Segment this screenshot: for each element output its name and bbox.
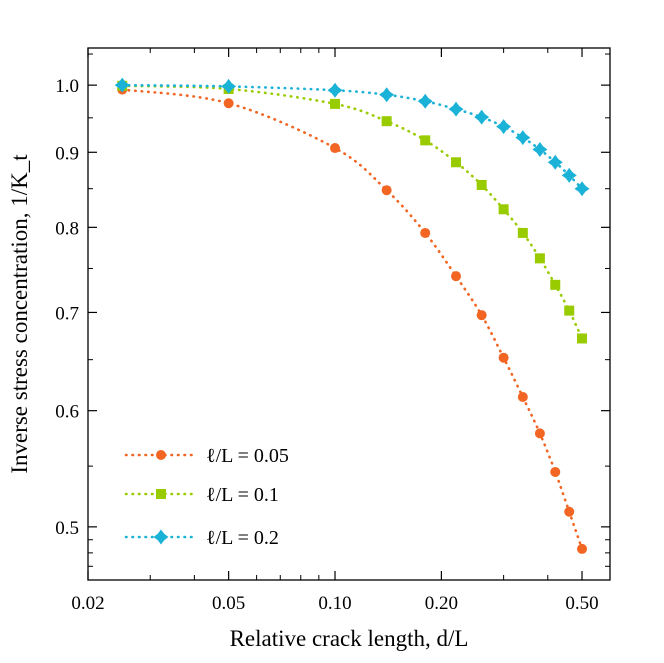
series-2-point [381,116,392,127]
series-2-point [451,157,462,168]
series-2-point [577,333,588,344]
y-tick-label: 1.0 [55,76,79,97]
series-2-point [517,227,528,238]
x-tick-label: 0.20 [425,593,458,614]
y-tick-label: 0.8 [55,218,79,239]
series-1-point [420,227,431,238]
series-1-point [498,352,509,363]
y-tick-label: 0.6 [55,402,79,423]
x-tick-label: 0.50 [565,593,598,614]
legend-label-1: ℓ/L = 0.05 [206,445,289,467]
series-2-point [476,179,487,190]
x-tick-label: 0.05 [212,593,245,614]
x-tick-label: 0.02 [71,593,104,614]
y-axis-label: Inverse stress concentration, 1/K_t [7,154,32,474]
series-2-point [498,204,509,215]
legend-marker-1 [156,450,166,460]
series-2-point [420,135,431,146]
legend-marker-2 [156,489,166,499]
plot-frame [87,47,611,581]
series-1-point [381,185,392,196]
x-tick-label: 0.10 [318,593,351,614]
series-2-point [564,305,575,316]
plot-markers [114,77,590,554]
axis-ticks: 0.02 0.05 0.10 0.20 0.50 0.5 0.6 0.7 0.8 0.9 1.0 [55,48,610,614]
series-line-1 [120,88,584,551]
legend-label-3: ℓ/L = 0.2 [206,527,279,549]
legend-label-2: ℓ/L = 0.1 [206,484,279,506]
series-line-2 [120,84,584,340]
series-1-point [330,143,341,154]
series-1-point [476,310,487,321]
series-1-point [550,466,561,477]
series-1-point [223,98,234,109]
series-line-3 [120,83,584,191]
series-1-point [451,271,462,282]
series-2-point [330,98,341,109]
plot-curves [120,83,584,551]
series-1-point [577,543,588,554]
series-1-point [517,392,528,403]
y-tick-label: 0.9 [55,143,79,164]
series-2-point [550,279,561,290]
series-1-point [564,506,575,517]
legend: ℓ/L = 0.05 ℓ/L = 0.1 ℓ/L = 0.2 [124,445,289,549]
x-axis-label: Relative crack length, d/L [230,626,469,651]
y-tick-label: 0.7 [55,303,79,324]
y-tick-label: 0.5 [55,518,79,539]
series-2-point [534,253,545,264]
series-1-point [534,428,545,439]
